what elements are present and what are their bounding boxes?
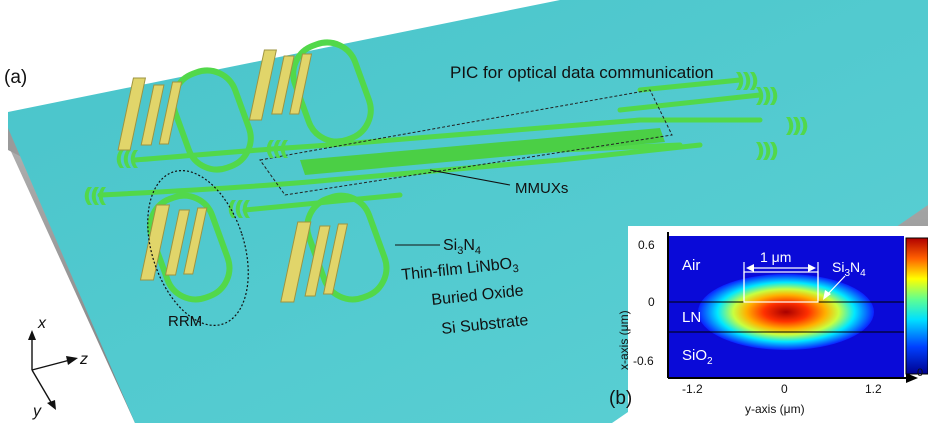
panel-a-tag: (a) (4, 67, 27, 88)
mmux-outline (259, 89, 673, 196)
x-tick-label: 0 (648, 295, 655, 309)
grating-coupler (116, 150, 138, 168)
ring-modulator (139, 192, 233, 303)
ring-modulator (280, 192, 390, 303)
si3n4-pointer (825, 275, 846, 297)
x-tick-label: -0.6 (633, 354, 654, 368)
waveguide (327, 142, 703, 183)
chip-title: PIC for optical data communication (450, 63, 714, 82)
grating-coupler (756, 87, 778, 105)
mode-profile-panel (628, 226, 928, 423)
axis-y-label: y (32, 403, 42, 420)
grating-coupler (228, 200, 250, 218)
mode-field (698, 274, 874, 350)
ln-label: LN (682, 309, 701, 326)
mmux-leader (429, 169, 511, 186)
air-label: Air (682, 257, 700, 274)
ring-modulator (248, 39, 374, 145)
dim-arrow-left (746, 264, 754, 272)
coordinate-axes (28, 330, 78, 410)
grating-coupler (786, 117, 808, 135)
waveguide (97, 177, 333, 198)
si3n4-label: Si3N4 (443, 237, 481, 257)
x-axis-arrow (906, 373, 918, 383)
colorbar-min-label: 0 (917, 367, 923, 379)
grating-coupler (756, 142, 778, 160)
y-tick-label: 1.2 (865, 382, 882, 396)
waveguide (327, 117, 763, 148)
mmux-label: MMUXs (515, 180, 568, 197)
dim-arrow-right (808, 264, 816, 272)
colorbar (905, 237, 928, 375)
inset-si3n4-label: Si3N4 (832, 259, 866, 279)
grating-coupler (736, 72, 758, 90)
grating-couplers (84, 72, 808, 218)
width-label: 1 μm (760, 249, 791, 265)
mmux-core (300, 128, 665, 175)
rrm-devices (117, 39, 390, 327)
grating-coupler (84, 187, 106, 205)
panel-b-tag: (b) (609, 388, 632, 409)
grating-coupler (266, 140, 288, 158)
ring-modulator (117, 67, 254, 173)
waveguide (132, 142, 333, 163)
y-tick-label: 0 (781, 382, 788, 396)
si3n4-pointer-head (823, 290, 831, 300)
rrm-label: RRM (168, 313, 202, 330)
waveguide (637, 77, 743, 93)
axis-z-label: z (79, 351, 88, 368)
sio2-label: SiO2 (682, 347, 713, 367)
rrm-highlight (147, 169, 249, 327)
waveguide (617, 92, 763, 113)
x-axis-title: x-axis (μm) (617, 310, 631, 370)
y-axis-title: y-axis (μm) (745, 402, 805, 416)
axis-x-label: x (37, 315, 47, 332)
x-tick-label: 0.6 (638, 238, 655, 252)
y-tick-label: -1.2 (682, 382, 703, 396)
